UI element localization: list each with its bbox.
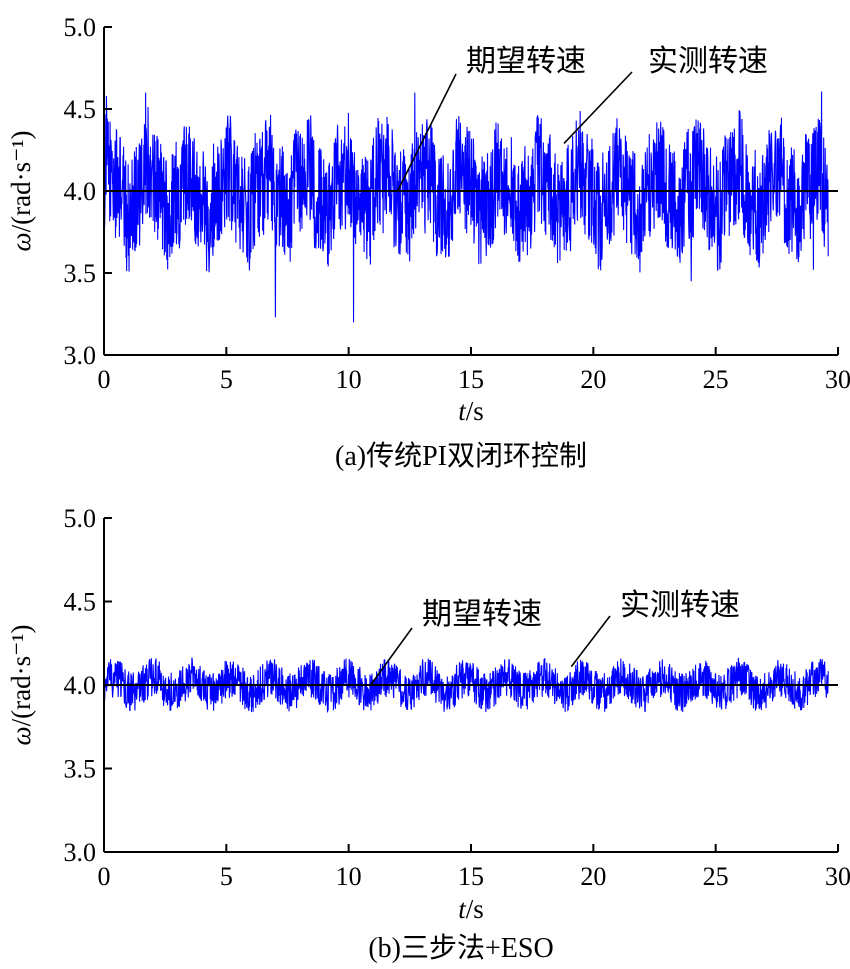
y-tick-label: 3.0 bbox=[64, 341, 97, 370]
y-tick-label: 4.5 bbox=[64, 588, 97, 617]
y-tick-label: 3.5 bbox=[64, 259, 97, 288]
y-tick-label: 5.0 bbox=[64, 13, 97, 42]
x-tick-label: 0 bbox=[98, 862, 111, 891]
x-tick-label: 25 bbox=[703, 365, 729, 394]
panel-caption: (a)传统PI双闭环控制 bbox=[335, 440, 587, 472]
panel-caption: (b)三步法+ESO bbox=[368, 932, 553, 964]
annotation-leader-desired bbox=[370, 627, 413, 686]
y-axis-label: ω/(rad·s⁻¹) bbox=[6, 625, 36, 746]
x-tick-label: 25 bbox=[703, 862, 729, 891]
y-tick-label: 3.0 bbox=[64, 838, 97, 867]
series-measured-speed bbox=[103, 91, 829, 323]
x-axis-label: t/s bbox=[458, 396, 484, 426]
annotation-leader-desired bbox=[396, 73, 457, 192]
x-tick-label: 5 bbox=[220, 862, 233, 891]
x-tick-label: 30 bbox=[825, 365, 850, 394]
x-tick-label: 15 bbox=[458, 862, 484, 891]
series-measured-speed bbox=[103, 657, 829, 713]
y-tick-label: 3.5 bbox=[64, 755, 97, 784]
x-tick-label: 10 bbox=[336, 862, 362, 891]
x-tick-label: 10 bbox=[336, 365, 362, 394]
panel-b: 0 5 10 15 20 25 30 3.0 3.5 4.0 4.5 5.0 t/s ω/(rad·s⁻¹… bbox=[6, 504, 850, 964]
y-tick-label: 4.0 bbox=[64, 177, 97, 206]
x-axis-label: t/s bbox=[458, 894, 484, 924]
x-tick-label: 20 bbox=[580, 862, 606, 891]
annotation-measured-speed: 实测转速 bbox=[620, 588, 740, 623]
annotation-desired-speed: 期望转速 bbox=[466, 44, 586, 79]
annotation-desired-speed: 期望转速 bbox=[422, 597, 542, 632]
annotation-measured-speed: 实测转速 bbox=[648, 44, 768, 79]
annotation-leader-measured bbox=[570, 615, 611, 668]
y-tick-label: 4.0 bbox=[64, 671, 97, 700]
annotation-leader-measured bbox=[563, 71, 633, 144]
x-tick-label: 15 bbox=[458, 365, 484, 394]
y-axis-label: ω/(rad·s⁻¹) bbox=[6, 131, 36, 252]
x-tick-label: 5 bbox=[220, 365, 233, 394]
y-tick-label: 5.0 bbox=[64, 504, 97, 533]
y-tick-label: 4.5 bbox=[64, 95, 97, 124]
x-tick-label: 0 bbox=[98, 365, 111, 394]
x-tick-label: 20 bbox=[580, 365, 606, 394]
x-tick-label: 30 bbox=[825, 862, 850, 891]
panel-a: 0 5 10 15 20 25 30 3.0 3.5 4.0 4.5 5.0 t/s ω/(rad·s⁻¹… bbox=[6, 13, 850, 472]
